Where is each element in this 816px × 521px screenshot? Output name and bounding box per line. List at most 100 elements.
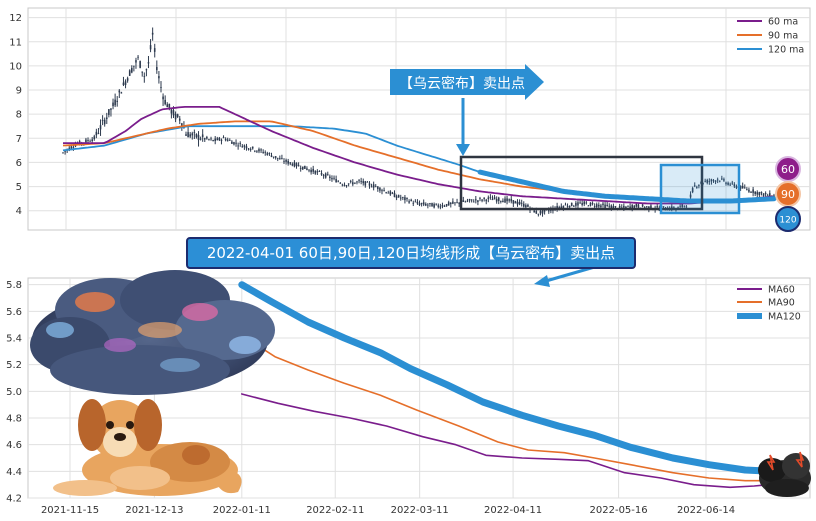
candle-body [287,160,289,164]
top-60ma-line [63,106,774,205]
candle-body [539,211,542,214]
candle-body [627,205,629,207]
candle-body [178,118,181,121]
candle-body [377,186,379,190]
ma120-line [238,281,788,475]
candle-body [283,161,285,163]
candle-body [131,67,133,73]
bottom-x-tick-label: 2022-04-11 [484,505,542,516]
candle-body [324,173,327,178]
candle-body [366,181,369,183]
candle-body [441,205,444,207]
bottom-x-tick-label: 2022-05-16 [590,505,648,516]
candle-body [158,76,160,79]
top-y-tick-label: 11 [9,37,22,48]
candle-body [579,202,581,204]
candle-body [295,163,298,167]
candle-body [435,203,438,205]
candle-body [623,205,625,208]
candle-body [153,48,156,52]
candle-body [525,205,527,208]
candle-body [218,137,221,141]
candle-body [116,100,119,102]
candle-body [606,204,608,206]
candle-body [176,114,179,117]
candle-body [168,103,171,108]
candle-body [372,184,375,188]
candle-body [274,156,277,158]
cloud-cover-zone-box [459,155,704,211]
candle-body [508,199,510,201]
candle-body [739,185,742,189]
candle-body [391,192,394,194]
candle-body [475,199,477,201]
candle-body [420,203,423,204]
candle-body [137,56,139,58]
candle-body [151,32,154,35]
candle-body [124,81,127,85]
candle-body [337,181,340,183]
candle-body [233,142,235,145]
candle-body [506,198,508,202]
bottom-y-tick-labels: 4.2 4.4 4.6 4.8 5.0 5.2 5.4 5.6 5.8 [6,280,22,504]
candle-body [266,153,269,155]
candle-body [216,138,219,141]
candle-body [470,199,473,201]
badge-90-label: 90 [781,188,795,201]
top-y-tick-label: 4 [16,206,22,217]
candle-body [585,202,588,204]
candle-body [566,206,569,208]
candle-body [522,203,525,207]
candle-body [358,180,360,182]
candle-body [62,152,64,154]
candle-body [487,197,490,199]
candle-body [185,134,187,136]
candle-body [568,205,571,208]
candle-body [191,133,194,136]
candle-body [591,203,594,205]
candle-body [105,117,108,119]
candle-body [93,136,96,140]
candle-body [264,151,267,153]
candle-body [222,137,225,139]
candle-body [281,157,283,159]
top-grid [28,8,810,230]
bottom-ma-zoom-panel: 4.24.44.64.85.05.25.45.65.8 2021-11-15 20… [6,264,811,516]
candle-body [120,92,123,94]
candle-body [575,202,577,206]
candle-body [643,207,646,208]
candle-body [397,195,400,198]
banner-pointer-arrowhead [534,275,550,287]
candle-body [704,180,706,182]
candle-body [193,132,196,133]
candle-body [320,173,323,175]
candle-body [449,202,452,205]
candle-body [696,187,698,188]
top-legend: 60 ma 90 ma 120 ma [737,17,804,56]
candle-body [631,205,633,209]
candle-body [416,201,419,204]
candle-body [758,192,761,196]
candle-body [356,181,358,183]
candle-body [379,187,381,191]
candle-body [345,185,348,187]
candle-body [454,202,456,204]
candle-body [126,78,129,81]
candle-body [331,178,333,180]
candle-body [262,151,264,153]
candle-body [251,146,254,149]
candle-body [414,201,417,203]
candle-body [97,133,100,134]
top-y-tick-label: 9 [16,86,22,97]
candle-body [662,206,665,208]
candle-body [500,201,502,202]
candle-body [160,87,162,88]
candle-body [189,134,191,137]
candle-body [614,206,617,207]
candle-body [452,201,454,204]
candle-body [612,206,615,209]
candle-body [268,153,271,154]
candle-body [633,205,636,208]
sell-point-label-text: 【乌云密布】卖出点 [399,75,525,92]
candle-body [752,189,754,193]
